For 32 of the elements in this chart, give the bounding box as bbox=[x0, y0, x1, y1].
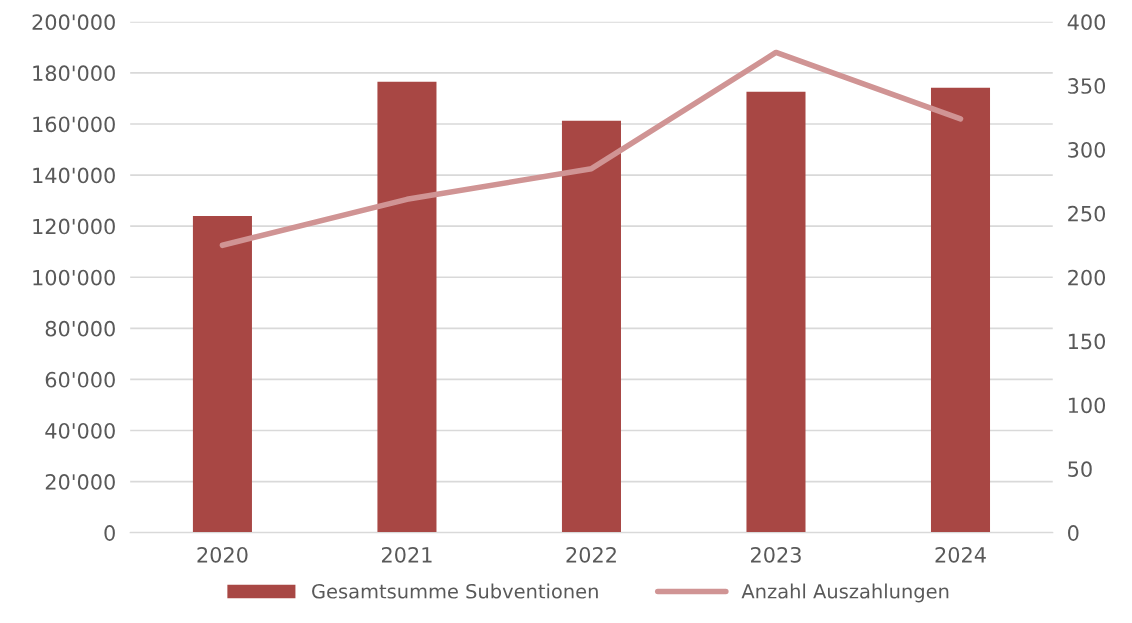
x-tick-label: 2023 bbox=[751, 546, 801, 563]
y2-tick-label: 150 bbox=[1068, 333, 1106, 350]
y2-tick-label: 350 bbox=[1068, 78, 1106, 94]
x-tick-label: 2022 bbox=[566, 546, 616, 563]
y2-tick-label: 250 bbox=[1068, 205, 1106, 222]
y-tick-label: 80'000 bbox=[45, 320, 115, 337]
y-tick-label: 60'000 bbox=[45, 371, 115, 388]
y2-tick-label: 50 bbox=[1068, 461, 1092, 478]
y2-tick-label: 400 bbox=[1067, 14, 1106, 31]
bar bbox=[561, 120, 621, 533]
bar bbox=[377, 81, 437, 533]
y-tick-label: 120'000 bbox=[33, 218, 115, 235]
y-tick-label: 140'000 bbox=[33, 167, 115, 184]
y2-tick-label: 100 bbox=[1068, 397, 1106, 414]
bar bbox=[746, 91, 806, 533]
y2-tick-label: 300 bbox=[1068, 141, 1106, 158]
y-tick-label: 200'000 bbox=[32, 14, 115, 31]
bar bbox=[192, 215, 252, 533]
y2-tick-label: 200 bbox=[1068, 269, 1106, 286]
x-tick-label: 2024 bbox=[935, 546, 986, 563]
y-tick-label: 180'000 bbox=[33, 65, 115, 82]
bar bbox=[930, 87, 991, 533]
x-tick-label: 2020 bbox=[197, 546, 248, 563]
y-tick-label: 40'000 bbox=[45, 422, 115, 439]
legend-label: Gesamtsumme Subventionen bbox=[312, 583, 598, 599]
x-tick-label: 2021 bbox=[381, 546, 432, 563]
y-tick-label: 20'000 bbox=[45, 474, 115, 490]
y-tick-label: 160'000 bbox=[33, 116, 115, 133]
y-tick-label: 100'000 bbox=[33, 269, 115, 286]
y-tick-label: 0 bbox=[104, 525, 115, 541]
y2-tick-label: 0 bbox=[1068, 525, 1079, 541]
legend-label: Anzahl Auszahlungen bbox=[741, 583, 949, 603]
